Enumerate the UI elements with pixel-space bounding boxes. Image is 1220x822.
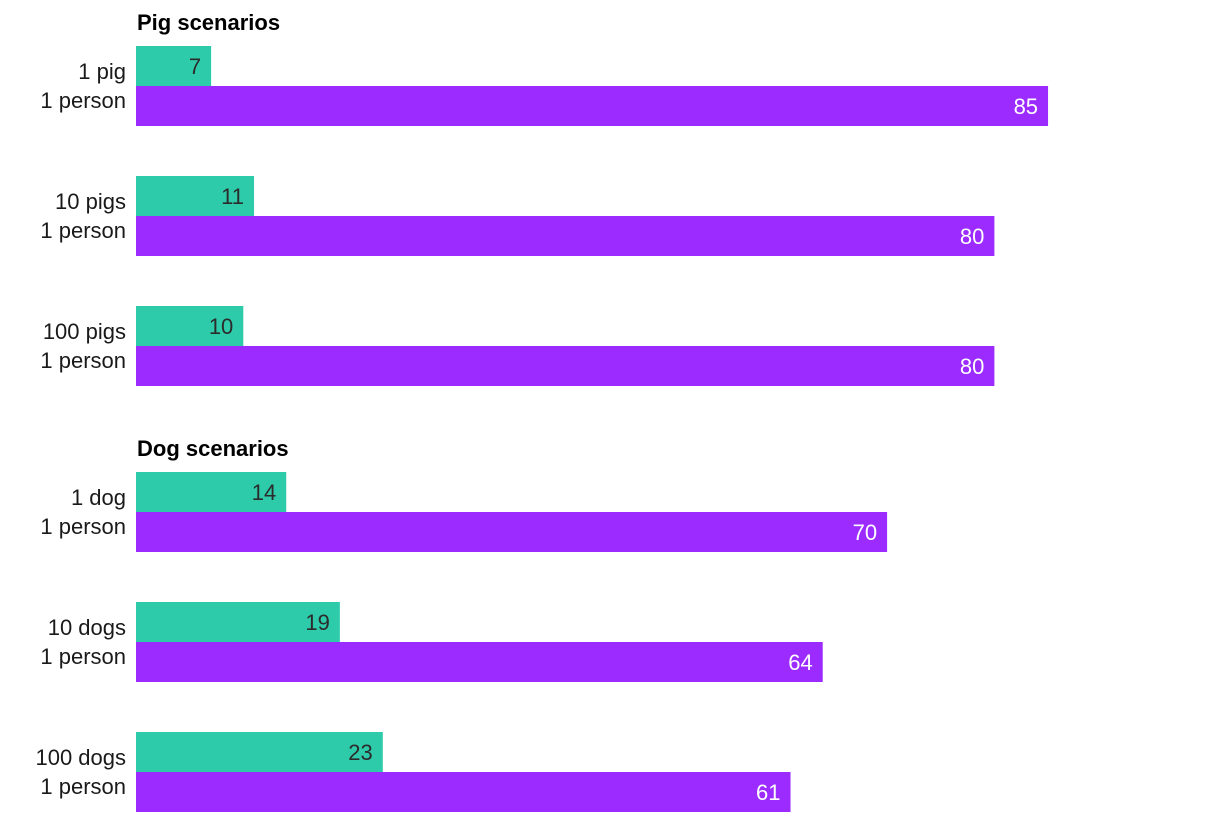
data-label: 64 xyxy=(788,650,812,675)
bar-series-a xyxy=(136,46,212,86)
data-label: 7 xyxy=(189,54,201,79)
section-title: Dog scenarios xyxy=(137,436,289,461)
category-label: 1 person xyxy=(40,774,126,799)
bar-series-a xyxy=(136,306,244,346)
data-label: 23 xyxy=(348,740,372,765)
data-label: 19 xyxy=(305,610,329,635)
data-label: 14 xyxy=(252,480,276,505)
bar-series-b xyxy=(136,346,995,386)
category-label: 100 pigs xyxy=(43,319,126,344)
data-label: 85 xyxy=(1014,94,1038,119)
bar-series-a xyxy=(136,472,287,512)
category-label: 1 person xyxy=(40,348,126,373)
bar-series-b xyxy=(136,512,888,552)
bar-series-b xyxy=(136,216,995,256)
data-label: 61 xyxy=(756,780,780,805)
category-label: 1 dog xyxy=(71,485,126,510)
category-label: 10 dogs xyxy=(48,615,126,640)
data-label: 11 xyxy=(221,184,244,209)
category-label: 1 person xyxy=(40,644,126,669)
bar-series-a xyxy=(136,176,255,216)
data-label: 70 xyxy=(853,520,877,545)
bar-series-a xyxy=(136,602,340,642)
category-label: 1 person xyxy=(40,218,126,243)
bar-series-b xyxy=(136,86,1049,126)
category-label: 1 person xyxy=(40,514,126,539)
section-title: Pig scenarios xyxy=(137,10,280,35)
category-label: 10 pigs xyxy=(55,189,126,214)
bar-series-a xyxy=(136,732,383,772)
category-label: 1 pig xyxy=(78,59,126,84)
data-label: 80 xyxy=(960,224,984,249)
category-label: 1 person xyxy=(40,88,126,113)
category-label: 100 dogs xyxy=(35,745,126,770)
data-label: 80 xyxy=(960,354,984,379)
bar-series-b xyxy=(136,642,823,682)
data-label: 10 xyxy=(209,314,233,339)
bar-series-b xyxy=(136,772,791,812)
